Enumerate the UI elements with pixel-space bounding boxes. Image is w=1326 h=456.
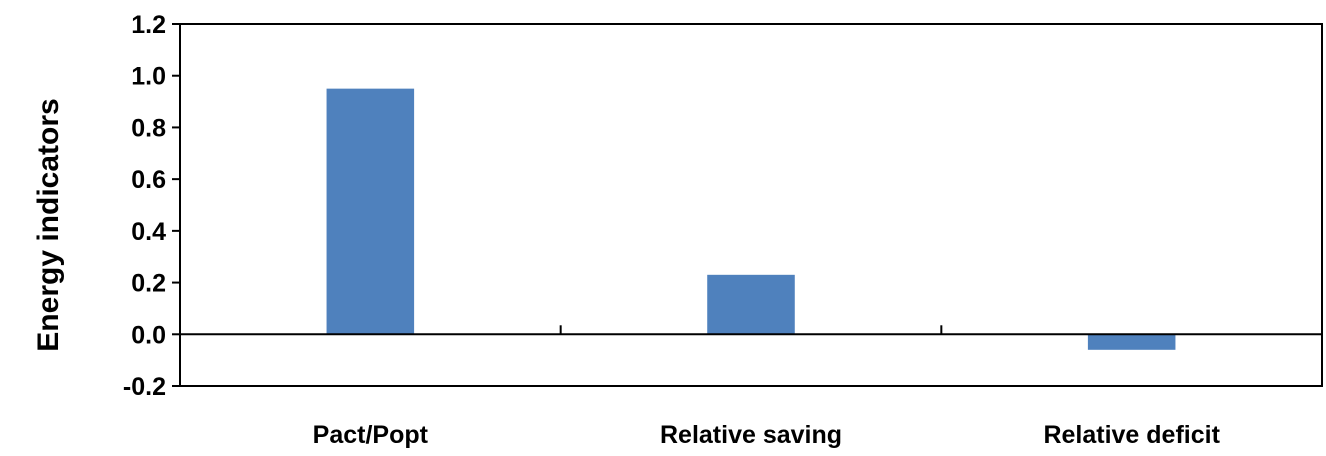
y-tick-label: 0.6	[131, 166, 166, 194]
x-tick-label: Pact/Popt	[313, 421, 429, 449]
x-axis: Pact/Popt Relative saving Relative deficit	[313, 421, 1221, 449]
y-tick-label: -0.2	[123, 373, 166, 401]
y-tick-label: 0.2	[131, 270, 166, 298]
y-tick-label: 1.2	[131, 11, 166, 39]
bar	[707, 274, 795, 335]
bar-series	[326, 88, 1176, 350]
x-axis-ticks	[559, 325, 943, 335]
y-tick-label: 0.8	[131, 114, 166, 142]
y-tick-label: 1.0	[131, 63, 166, 91]
y-axis: -0.2 0.0 0.2 0.4 0.6 0.8 1.0 1.2	[123, 11, 180, 401]
y-tick-label: 0.0	[131, 321, 166, 349]
x-tick-label: Relative saving	[660, 421, 842, 449]
y-axis-title: Energy indicators	[32, 98, 65, 351]
bar	[1087, 334, 1176, 350]
x-tick-label: Relative deficit	[1043, 421, 1220, 449]
y-tick-label: 0.4	[131, 218, 166, 246]
bar	[326, 88, 415, 335]
